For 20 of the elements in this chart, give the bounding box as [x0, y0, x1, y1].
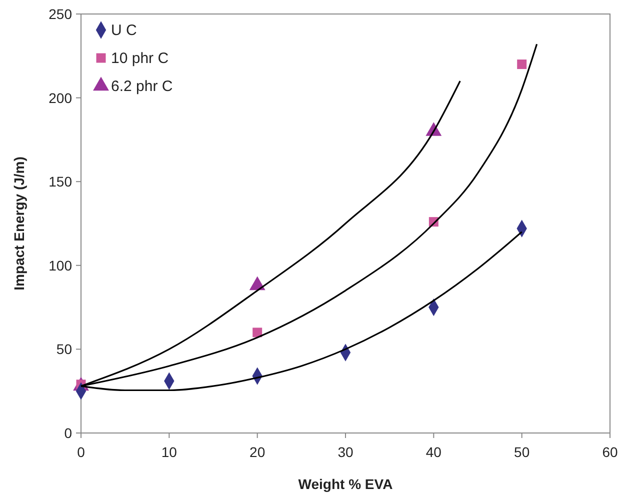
y-axis-title: Impact Energy (J/m): [11, 156, 27, 290]
x-tick-label: 10: [161, 444, 178, 460]
y-tick-label: 50: [56, 341, 72, 358]
legend-label: U C: [111, 22, 137, 39]
point: [252, 328, 262, 338]
legend-label: 10 phr C: [111, 50, 169, 67]
x-tick-label: 50: [514, 444, 530, 460]
point: [517, 60, 527, 70]
x-tick-label: 60: [602, 444, 618, 460]
x-tick-label: 0: [77, 444, 86, 460]
x-tick-label: 30: [338, 444, 354, 460]
y-tick-label: 200: [48, 90, 72, 106]
y-tick-label: 150: [48, 174, 72, 190]
x-tick-label: 20: [250, 444, 266, 460]
x-axis-title: Weight % EVA: [298, 476, 393, 492]
y-tick-label: 250: [48, 6, 72, 22]
y-tick-label: 100: [48, 257, 72, 274]
y-tick-label: 0: [64, 425, 72, 441]
x-tick-label: 40: [426, 444, 442, 460]
legend-label: 6.2 phr C: [111, 78, 173, 95]
